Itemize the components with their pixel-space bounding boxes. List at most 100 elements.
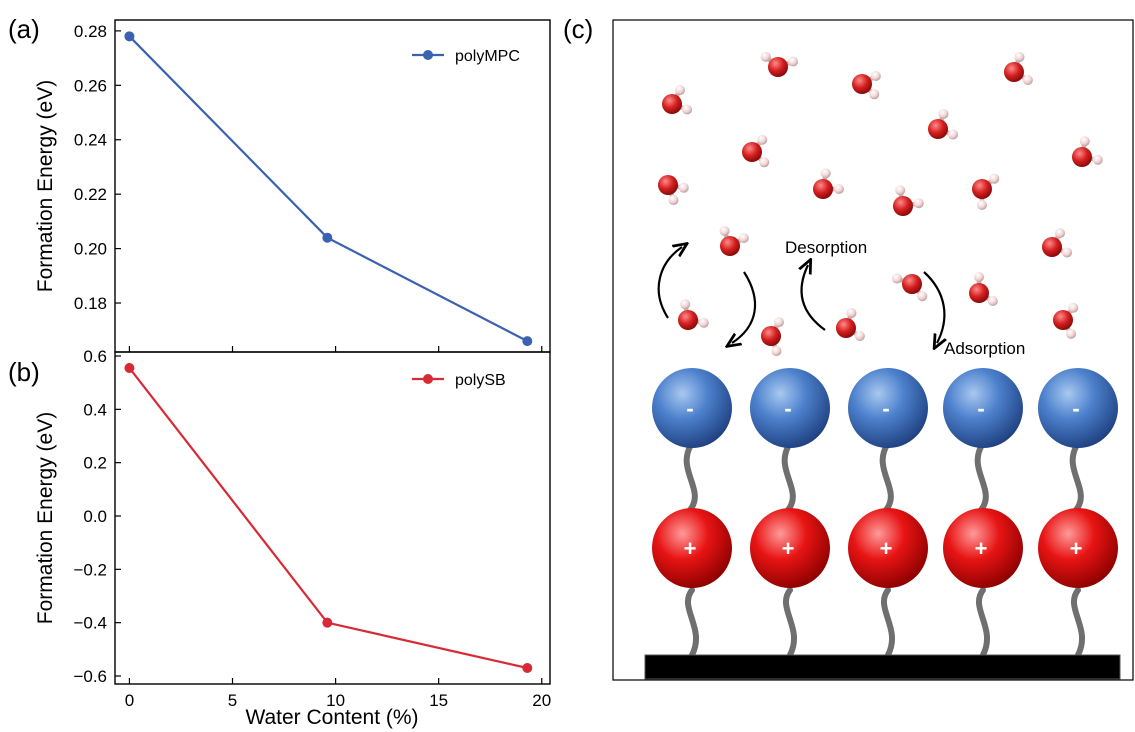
data-point <box>124 31 135 42</box>
oxygen-atom <box>852 74 872 94</box>
water-molecule <box>678 299 709 330</box>
y-tick-label: −0.4 <box>73 614 107 633</box>
data-point <box>522 336 533 347</box>
oxygen-atom <box>761 326 781 346</box>
anion-sphere <box>750 368 830 448</box>
chart-a-legend-label: polyMPC <box>455 48 520 65</box>
hydrogen-atom <box>820 168 831 179</box>
hydrogen-atom <box>913 198 924 209</box>
y-tick-label: 0.26 <box>74 76 107 95</box>
hydrogen-atom <box>788 56 799 67</box>
hydrogen-atom <box>1068 302 1079 313</box>
y-tick-label: 0.0 <box>83 507 107 526</box>
exchange-arrows <box>657 247 945 343</box>
hydrogen-atom <box>682 104 693 115</box>
cation-sphere <box>848 508 928 588</box>
hydrogen-atom <box>891 273 902 284</box>
x-tick-label: 0 <box>125 691 134 710</box>
water-molecule <box>852 71 881 100</box>
hydrogen-atom <box>680 299 691 310</box>
brush-chain: +- <box>1038 368 1118 658</box>
hydrogen-atom <box>757 134 768 145</box>
hydrogen-atom <box>1014 51 1025 62</box>
chart-b-frame <box>114 351 551 685</box>
data-point <box>322 232 333 243</box>
hydrogen-atom <box>895 185 906 196</box>
hydrogen-atom <box>1079 136 1090 147</box>
water-molecule <box>761 317 784 357</box>
chart-b-x-axis-label: Water Content (%) <box>245 706 418 729</box>
adsorption-arrow <box>923 271 944 343</box>
hydrogen-atom <box>698 317 709 328</box>
oxygen-atom <box>928 119 948 139</box>
y-tick-label: 0.20 <box>74 240 107 259</box>
anion-sign: - <box>686 396 693 421</box>
chain-upper <box>781 442 796 513</box>
desorption-arrow <box>801 265 826 331</box>
oxygen-atom <box>1072 147 1092 167</box>
y-tick-label: −0.6 <box>73 667 107 686</box>
chart-a-series <box>124 31 533 347</box>
x-tick-label: 15 <box>429 691 448 710</box>
oxygen-atom <box>658 175 678 195</box>
series-line <box>128 35 528 343</box>
hydrogen-atom <box>948 129 959 140</box>
arrow-down-left <box>732 271 757 343</box>
oxygen-atom <box>969 283 989 303</box>
hydrogen-atom <box>1062 247 1073 258</box>
hydrogen-atom <box>774 317 784 328</box>
oxygen-atom <box>813 179 833 199</box>
desorption-label: Desorption <box>785 238 867 257</box>
water-molecule <box>1004 51 1033 85</box>
panel-letter-a: (a) <box>8 14 40 44</box>
cation-sphere <box>750 508 830 588</box>
chart-a-y-ticks: 0.18 0.20 0.22 0.24 0.26 0.28 <box>74 22 121 313</box>
oxygen-atom <box>902 274 922 294</box>
chart-b-legend-label: polySB <box>455 372 506 389</box>
hydrogen-atom <box>870 71 881 81</box>
water-molecule <box>742 134 770 168</box>
cation-sign: + <box>684 536 697 561</box>
oxygen-atom <box>1053 310 1073 330</box>
anion-sphere <box>943 368 1023 448</box>
y-tick-label: 0.6 <box>83 347 107 366</box>
chart-b-legend: polySB <box>412 372 506 389</box>
cation-sign: + <box>1070 536 1083 561</box>
adsorption-label: Adsorption <box>944 339 1025 358</box>
y-tick-label: −0.2 <box>73 560 107 579</box>
anion-sign: - <box>1072 396 1079 421</box>
x-tick-label: 20 <box>532 691 551 710</box>
anion-sign: - <box>977 396 984 421</box>
y-tick-label: 0.28 <box>74 22 107 41</box>
hydrogen-atom <box>977 200 987 210</box>
oxygen-atom <box>1004 62 1024 82</box>
cation-sign: + <box>975 536 988 561</box>
water-molecule <box>893 185 924 216</box>
chain-lower <box>880 587 896 658</box>
cation-sphere <box>1038 508 1118 588</box>
anion-sphere <box>848 368 928 448</box>
data-point <box>124 363 135 373</box>
chain-lower <box>1070 587 1086 658</box>
oxygen-atom <box>678 310 698 330</box>
chain-lower <box>684 587 700 658</box>
chain-upper <box>683 442 698 513</box>
water-molecule <box>813 168 844 199</box>
y-tick-label: 0.2 <box>83 454 107 473</box>
chart-b-legend-marker <box>423 374 433 384</box>
chain-upper <box>974 442 989 513</box>
water-molecule <box>969 272 998 306</box>
hydrogen-atom <box>938 108 949 119</box>
oxygen-atom <box>768 57 788 77</box>
hydrogen-atom <box>675 85 685 96</box>
chart-b-y-axis-label: Formation Energy (eV) <box>34 412 57 624</box>
hydrogen-atom <box>771 346 782 357</box>
y-tick-label: 0.4 <box>83 400 107 419</box>
chart-b-x-ticks: 0 5 10 15 20 <box>125 678 551 710</box>
y-tick-label: 0.22 <box>74 185 107 204</box>
anion-sign: - <box>784 396 791 421</box>
cation-sign: + <box>880 536 893 561</box>
adsorption-diagram: +-+-+-+-+- Desorption Adsorption <box>612 19 1134 681</box>
water-molecule <box>1053 302 1079 339</box>
chart-b: 0.6 0.4 0.2 0.0 −0.2 −0.4 −0.6 0 5 10 15 20 Format… <box>34 347 551 729</box>
